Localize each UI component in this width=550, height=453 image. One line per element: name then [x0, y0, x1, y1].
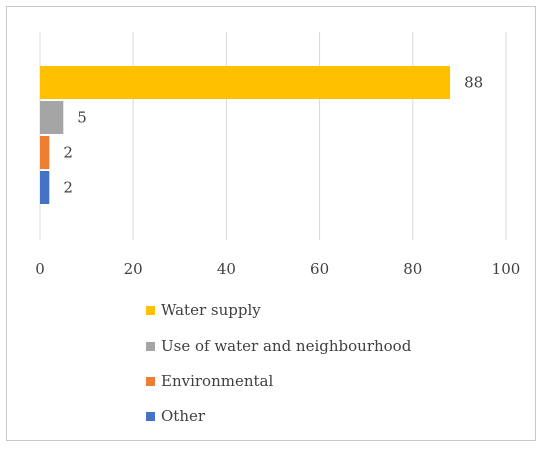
legend-label: Water supply: [161, 301, 261, 319]
legend-item-use-of-water: Use of water and neighbourhood: [146, 334, 411, 358]
x-tick-label: 80: [403, 260, 422, 278]
data-label: 88: [464, 74, 483, 92]
legend-label: Use of water and neighbourhood: [161, 337, 412, 355]
legend-swatch: [146, 411, 155, 421]
legend-item-environmental: Environmental: [146, 369, 273, 393]
x-tick-label: 20: [124, 260, 143, 278]
data-label: 5: [77, 109, 87, 127]
x-tick-label: 0: [35, 260, 45, 278]
legend-item-other: Other: [146, 404, 205, 428]
legend-item-water-supply: Water supply: [146, 298, 261, 322]
legend-swatch: [146, 341, 155, 351]
bar: [40, 101, 64, 134]
legend-swatch: [146, 376, 155, 386]
bars: [40, 66, 451, 204]
bar: [40, 171, 50, 204]
x-axis-tick-labels: 0 20 40 60 80 100: [35, 260, 520, 278]
bar: [40, 136, 50, 169]
bar: [40, 66, 451, 99]
legend-swatch: [146, 305, 155, 315]
data-label: 2: [63, 144, 73, 162]
gridlines: [39, 32, 507, 240]
x-tick-label: 100: [492, 260, 521, 278]
data-label: 2: [63, 179, 73, 197]
x-tick-label: 60: [310, 260, 329, 278]
legend-label: Other: [161, 407, 206, 425]
legend-label: Environmental: [161, 372, 274, 390]
x-tick-label: 40: [217, 260, 236, 278]
